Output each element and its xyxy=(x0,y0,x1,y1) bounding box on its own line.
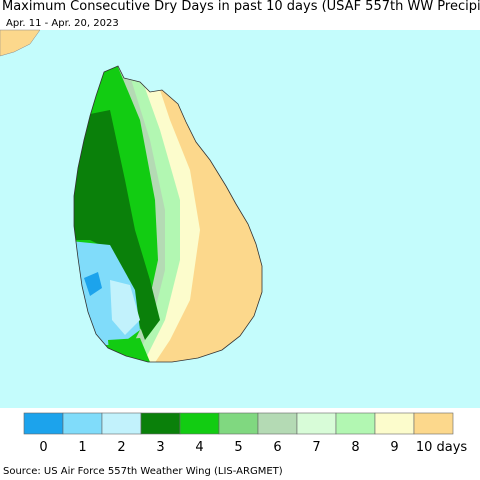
legend-swatch xyxy=(62,412,103,435)
legend: 0 1 2 3 4 5 6 7 8 9 10 days xyxy=(23,412,468,455)
coastline xyxy=(73,65,263,363)
india-coast xyxy=(0,29,41,57)
map-title: Maximum Consecutive Dry Days in past 10 … xyxy=(2,0,480,14)
legend-swatch xyxy=(374,412,415,435)
legend-label: 9 xyxy=(390,440,398,455)
legend-swatch xyxy=(296,412,337,435)
legend-label: 4 xyxy=(195,440,203,455)
legend-label: 7 xyxy=(312,440,320,455)
legend-swatch xyxy=(140,412,181,435)
legend-swatch xyxy=(257,412,298,435)
source: Source: US Air Force 557th Weather Wing … xyxy=(3,466,283,477)
legend-swatch xyxy=(413,412,454,435)
legend-label: 2 xyxy=(117,440,125,455)
map-subtitle: Apr. 11 - Apr. 20, 2023 xyxy=(6,18,119,29)
legend-swatch xyxy=(218,412,259,435)
legend-label: 5 xyxy=(234,440,242,455)
legend-swatch xyxy=(23,412,64,435)
legend-label: 3 xyxy=(156,440,164,455)
legend-label: 8 xyxy=(351,440,359,455)
legend-swatch xyxy=(335,412,376,435)
legend-label: 10 days xyxy=(416,440,468,455)
legend-label: 0 xyxy=(39,440,47,455)
legend-swatch xyxy=(101,412,142,435)
legend-swatch xyxy=(179,412,220,435)
legend-label: 6 xyxy=(273,440,281,455)
legend-label: 1 xyxy=(78,440,86,455)
